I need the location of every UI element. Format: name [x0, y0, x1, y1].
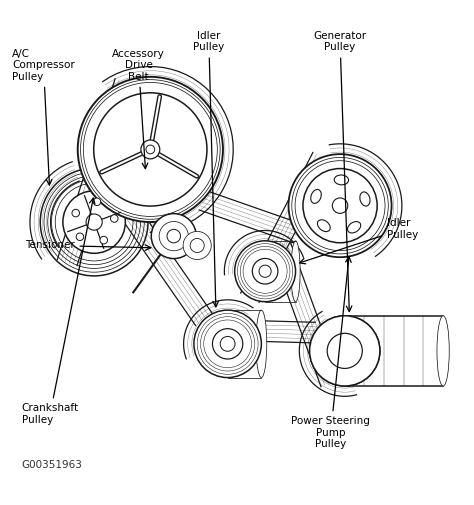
Polygon shape: [258, 321, 315, 343]
Circle shape: [259, 265, 271, 277]
Circle shape: [327, 333, 362, 369]
Circle shape: [327, 333, 362, 369]
Text: Accessory
Drive
Belt: Accessory Drive Belt: [112, 48, 165, 169]
Text: Idler
Pulley: Idler Pulley: [193, 31, 225, 307]
Circle shape: [183, 231, 211, 260]
Circle shape: [167, 229, 181, 243]
Circle shape: [63, 191, 125, 254]
Polygon shape: [57, 79, 135, 266]
Polygon shape: [299, 312, 356, 396]
Ellipse shape: [311, 189, 321, 204]
Text: Power Steering
Pump
Pulley: Power Steering Pump Pulley: [291, 257, 370, 449]
Polygon shape: [30, 162, 79, 259]
Circle shape: [220, 336, 235, 351]
Circle shape: [194, 310, 261, 378]
Circle shape: [310, 316, 380, 386]
Ellipse shape: [347, 222, 361, 233]
Polygon shape: [91, 163, 212, 325]
Circle shape: [289, 154, 392, 257]
Circle shape: [310, 316, 380, 386]
Polygon shape: [183, 300, 253, 359]
Polygon shape: [199, 190, 300, 243]
Text: Tensioner: Tensioner: [25, 240, 151, 250]
Polygon shape: [271, 241, 340, 387]
Ellipse shape: [318, 220, 330, 232]
Circle shape: [94, 93, 207, 206]
FancyBboxPatch shape: [345, 316, 443, 386]
Polygon shape: [329, 144, 402, 257]
Circle shape: [76, 233, 84, 240]
Polygon shape: [224, 230, 303, 275]
Text: Idler
Pulley: Idler Pulley: [300, 218, 418, 264]
Circle shape: [159, 222, 188, 250]
Text: Generator
Pulley: Generator Pulley: [313, 31, 366, 312]
Polygon shape: [241, 153, 331, 302]
Ellipse shape: [256, 310, 267, 378]
Text: A/C
Compressor
Pulley: A/C Compressor Pulley: [12, 48, 75, 185]
Circle shape: [332, 198, 348, 214]
Circle shape: [235, 241, 296, 301]
Ellipse shape: [291, 241, 300, 301]
Circle shape: [72, 209, 80, 217]
Circle shape: [190, 238, 204, 252]
Text: G00351963: G00351963: [21, 460, 82, 470]
Circle shape: [86, 214, 102, 230]
Circle shape: [141, 140, 160, 159]
Text: Crankshaft
Pulley: Crankshaft Pulley: [21, 198, 95, 425]
Circle shape: [151, 214, 196, 259]
Circle shape: [78, 77, 223, 222]
Polygon shape: [103, 67, 233, 232]
Circle shape: [146, 145, 155, 154]
Ellipse shape: [360, 192, 370, 206]
Circle shape: [110, 215, 118, 222]
Circle shape: [252, 259, 278, 284]
Circle shape: [100, 236, 108, 244]
Circle shape: [212, 329, 243, 359]
Ellipse shape: [437, 316, 449, 386]
Circle shape: [93, 198, 101, 206]
Ellipse shape: [334, 175, 348, 185]
Circle shape: [303, 169, 377, 243]
